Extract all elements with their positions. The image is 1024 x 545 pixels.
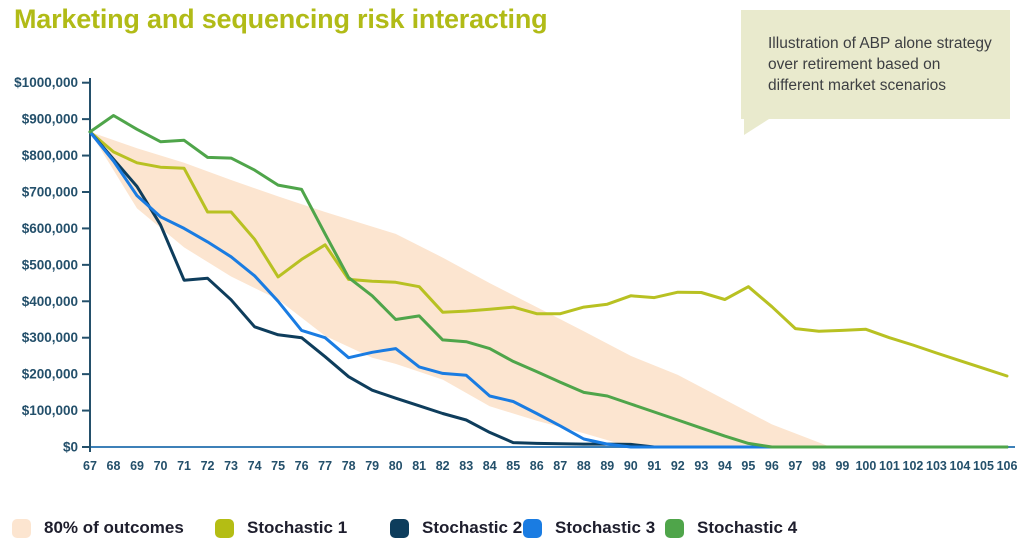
legend-swatch [12,518,31,538]
x-tick-label: 70 [154,459,168,473]
x-tick-label: 87 [553,459,567,473]
legend-label: Stochastic 1 [247,518,348,537]
legend-item-stochastic-1: Stochastic 1 [215,514,347,542]
y-tick-label: $800,000 [22,148,78,163]
legend-item-stochastic-4: Stochastic 4 [665,514,797,542]
x-tick-label: 96 [765,459,779,473]
y-tick-label: $300,000 [22,330,78,345]
legend-swatch [390,518,409,538]
x-tick-label: 77 [318,459,332,473]
x-tick-label: 81 [412,459,426,473]
x-tick-label: 67 [83,459,97,473]
x-tick-label: 72 [201,459,215,473]
x-tick-label: 83 [459,459,473,473]
legend-label: Stochastic 4 [697,518,798,537]
x-tick-label: 74 [248,459,262,473]
x-tick-label: 92 [671,459,685,473]
x-tick-label: 101 [879,459,900,473]
y-tick-label: $0 [63,440,78,455]
x-tick-label: 78 [342,459,356,473]
x-tick-label: 76 [295,459,309,473]
x-tick-label: 103 [926,459,947,473]
x-tick-label: 95 [741,459,755,473]
x-tick-label: 71 [177,459,191,473]
x-tick-label: 102 [903,459,924,473]
x-tick-label: 80 [389,459,403,473]
x-tick-label: 90 [624,459,638,473]
legend-label: Stochastic 3 [555,518,656,537]
line-chart: $1000,000 $900,000 $800,000 $700,000 $600,00… [14,75,1018,473]
legend-item-stochastic-3: Stochastic 3 [523,514,655,542]
x-tick-label: 89 [600,459,614,473]
callout-box: Illustration of ABP alone strategy over … [741,10,1010,135]
x-tick-label: 100 [855,459,876,473]
x-tick-label: 93 [694,459,708,473]
x-tick-label: 98 [812,459,826,473]
x-tick-label: 105 [973,459,994,473]
y-tick-label: $900,000 [22,112,78,127]
x-tick-label: 85 [506,459,520,473]
legend: 80% of outcomes Stochastic 1 Stochastic 2 S… [0,514,1024,545]
y-tick-label: $600,000 [22,221,78,236]
y-tick-label: $1000,000 [14,75,78,90]
x-tick-label: 97 [788,459,802,473]
x-tick-label: 69 [130,459,144,473]
legend-swatch [523,518,542,538]
y-tick-label: $400,000 [22,294,78,309]
y-tick-label: $100,000 [22,403,78,418]
callout-text: Illustration of ABP alone strategy over … [768,35,992,94]
x-tick-label: 91 [647,459,661,473]
x-tick-label: 86 [530,459,544,473]
x-tick-label: 75 [271,459,285,473]
x-tick-label: 68 [107,459,121,473]
legend-swatch [665,518,684,538]
x-tick-label: 82 [436,459,450,473]
y-tick-label: $500,000 [22,257,78,272]
y-tick-label: $200,000 [22,367,78,382]
series-line-stochastic-4 [88,114,1009,449]
page-title: Marketing and sequencing risk interactin… [14,4,548,34]
outcome-band [90,131,831,447]
series-line-stochastic-1 [88,130,1009,378]
x-tick-label: 88 [577,459,591,473]
legend-item-stochastic-2: Stochastic 2 [390,514,522,542]
legend-label: Stochastic 2 [422,518,523,537]
x-tick-label: 73 [224,459,238,473]
y-tick-label: $700,000 [22,184,78,199]
x-tick-label: 79 [365,459,379,473]
x-tick-label: 84 [483,459,497,473]
legend-label: 80% of outcomes [44,518,184,537]
x-tick-label: 99 [835,459,849,473]
x-tick-label: 106 [997,459,1018,473]
x-tick-label: 104 [950,459,971,473]
legend-item-80-of-outcomes: 80% of outcomes [12,514,184,542]
x-tick-label: 94 [718,459,732,473]
legend-swatch [215,518,234,538]
